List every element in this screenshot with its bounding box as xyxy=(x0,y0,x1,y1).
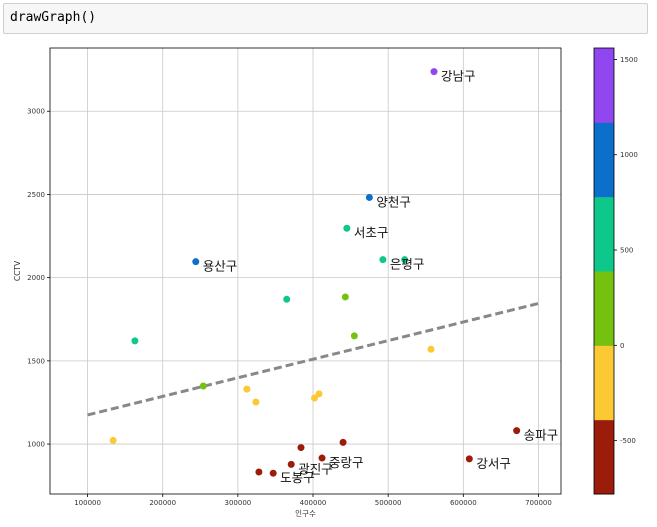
colorbar-tick-label: 1000 xyxy=(620,151,638,159)
code-cell[interactable]: drawGraph() xyxy=(3,3,648,34)
y-ticks: 1000 1500 2000 2500 3000 xyxy=(27,108,50,449)
x-tick-label: 300000 xyxy=(225,499,252,507)
point-label: 용산구 xyxy=(203,259,238,274)
point-label: 송파구 xyxy=(524,428,559,443)
data-point xyxy=(465,455,473,463)
x-tick-label: 400000 xyxy=(300,499,327,507)
colorbar-tick-label: 500 xyxy=(620,247,633,255)
point-label: 강남구 xyxy=(441,69,476,84)
data-point xyxy=(311,394,319,402)
code-text: drawGraph() xyxy=(10,10,97,25)
data-point xyxy=(379,256,387,264)
y-axis-label: CCTV xyxy=(13,260,22,281)
plot-frame xyxy=(49,47,562,495)
colorbar-segment xyxy=(594,122,614,198)
colorbar-tick-label: 1500 xyxy=(620,56,638,64)
point-label: 중랑구 xyxy=(329,455,364,470)
data-point xyxy=(109,436,117,444)
x-tick-label: 100000 xyxy=(74,499,101,507)
y-tick-label: 1000 xyxy=(27,441,45,449)
data-point xyxy=(199,382,207,390)
colorbar-segment xyxy=(594,271,614,346)
data-point xyxy=(131,337,139,345)
y-tick-label: 2500 xyxy=(27,191,45,199)
point-label: 도봉구 xyxy=(280,470,315,485)
colorbar-segment xyxy=(594,48,614,123)
colorbar-tick-label: 0 xyxy=(620,342,624,350)
data-point xyxy=(287,460,295,468)
point-label: 광진구 xyxy=(298,461,333,476)
x-ticks: 100000 200000 300000 400000 500000 600000 7000… xyxy=(74,494,552,507)
data-point xyxy=(341,293,349,301)
colorbar-segment xyxy=(594,419,614,495)
x-axis-label: 인구수 xyxy=(295,508,316,518)
colorbar-tick-label: -500 xyxy=(620,437,636,445)
data-points xyxy=(109,68,521,477)
colorbar-frame xyxy=(593,47,615,495)
data-point xyxy=(427,345,435,353)
data-point xyxy=(297,444,305,452)
y-tick-label: 2000 xyxy=(27,274,45,282)
data-point xyxy=(339,438,347,446)
data-point xyxy=(401,256,409,264)
grid-lines xyxy=(50,48,561,494)
x-tick-label: 700000 xyxy=(525,499,552,507)
point-label: 서초구 xyxy=(354,225,389,240)
x-tick-label: 500000 xyxy=(375,499,402,507)
data-point xyxy=(513,427,521,435)
y-tick-label: 1500 xyxy=(27,357,45,365)
data-point xyxy=(315,390,323,398)
colorbar-segment xyxy=(594,345,614,421)
data-point xyxy=(283,295,291,303)
y-tick-label: 3000 xyxy=(27,108,45,116)
data-point xyxy=(192,258,200,266)
x-tick-label: 200000 xyxy=(149,499,176,507)
data-point xyxy=(243,385,251,393)
point-label: 양천구 xyxy=(376,194,411,209)
data-point xyxy=(252,398,260,406)
data-point xyxy=(350,332,358,340)
colorbar: -500 0 500 1000 1500 xyxy=(593,47,638,495)
x-tick-label: 600000 xyxy=(450,499,477,507)
data-point xyxy=(269,469,277,477)
point-label: 강서구 xyxy=(476,456,511,471)
data-point xyxy=(343,224,351,232)
data-point xyxy=(365,193,373,201)
data-point xyxy=(430,68,438,76)
data-point xyxy=(318,454,326,462)
data-point xyxy=(255,468,263,476)
point-label: 은평구 xyxy=(390,257,425,272)
trend-line xyxy=(87,301,539,417)
colorbar-segment xyxy=(594,196,614,272)
